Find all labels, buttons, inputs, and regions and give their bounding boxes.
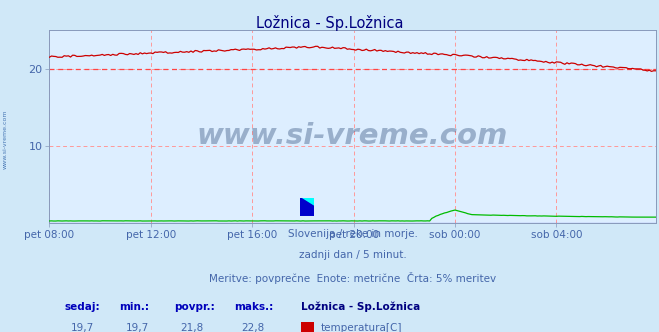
- Text: www.si-vreme.com: www.si-vreme.com: [197, 122, 508, 150]
- Text: Ložnica - Sp.Ložnica: Ložnica - Sp.Ložnica: [301, 301, 420, 312]
- Polygon shape: [300, 198, 314, 216]
- Text: temperatura[C]: temperatura[C]: [321, 323, 403, 332]
- Text: Slovenija / reke in morje.: Slovenija / reke in morje.: [287, 229, 418, 239]
- Text: zadnji dan / 5 minut.: zadnji dan / 5 minut.: [299, 250, 407, 260]
- Text: 21,8: 21,8: [181, 323, 204, 332]
- Bar: [301, 322, 314, 332]
- Text: povpr.:: povpr.:: [174, 301, 214, 311]
- Text: 19,7: 19,7: [71, 323, 94, 332]
- Polygon shape: [300, 198, 314, 207]
- Text: sedaj:: sedaj:: [65, 301, 100, 311]
- Text: min.:: min.:: [119, 301, 149, 311]
- Text: www.si-vreme.com: www.si-vreme.com: [3, 110, 8, 169]
- Text: 19,7: 19,7: [126, 323, 149, 332]
- Text: 22,8: 22,8: [241, 323, 264, 332]
- Text: Meritve: povprečne  Enote: metrične  Črta: 5% meritev: Meritve: povprečne Enote: metrične Črta:…: [209, 272, 496, 284]
- Text: maks.:: maks.:: [235, 301, 273, 311]
- Text: Ložnica - Sp.Ložnica: Ložnica - Sp.Ložnica: [256, 15, 403, 31]
